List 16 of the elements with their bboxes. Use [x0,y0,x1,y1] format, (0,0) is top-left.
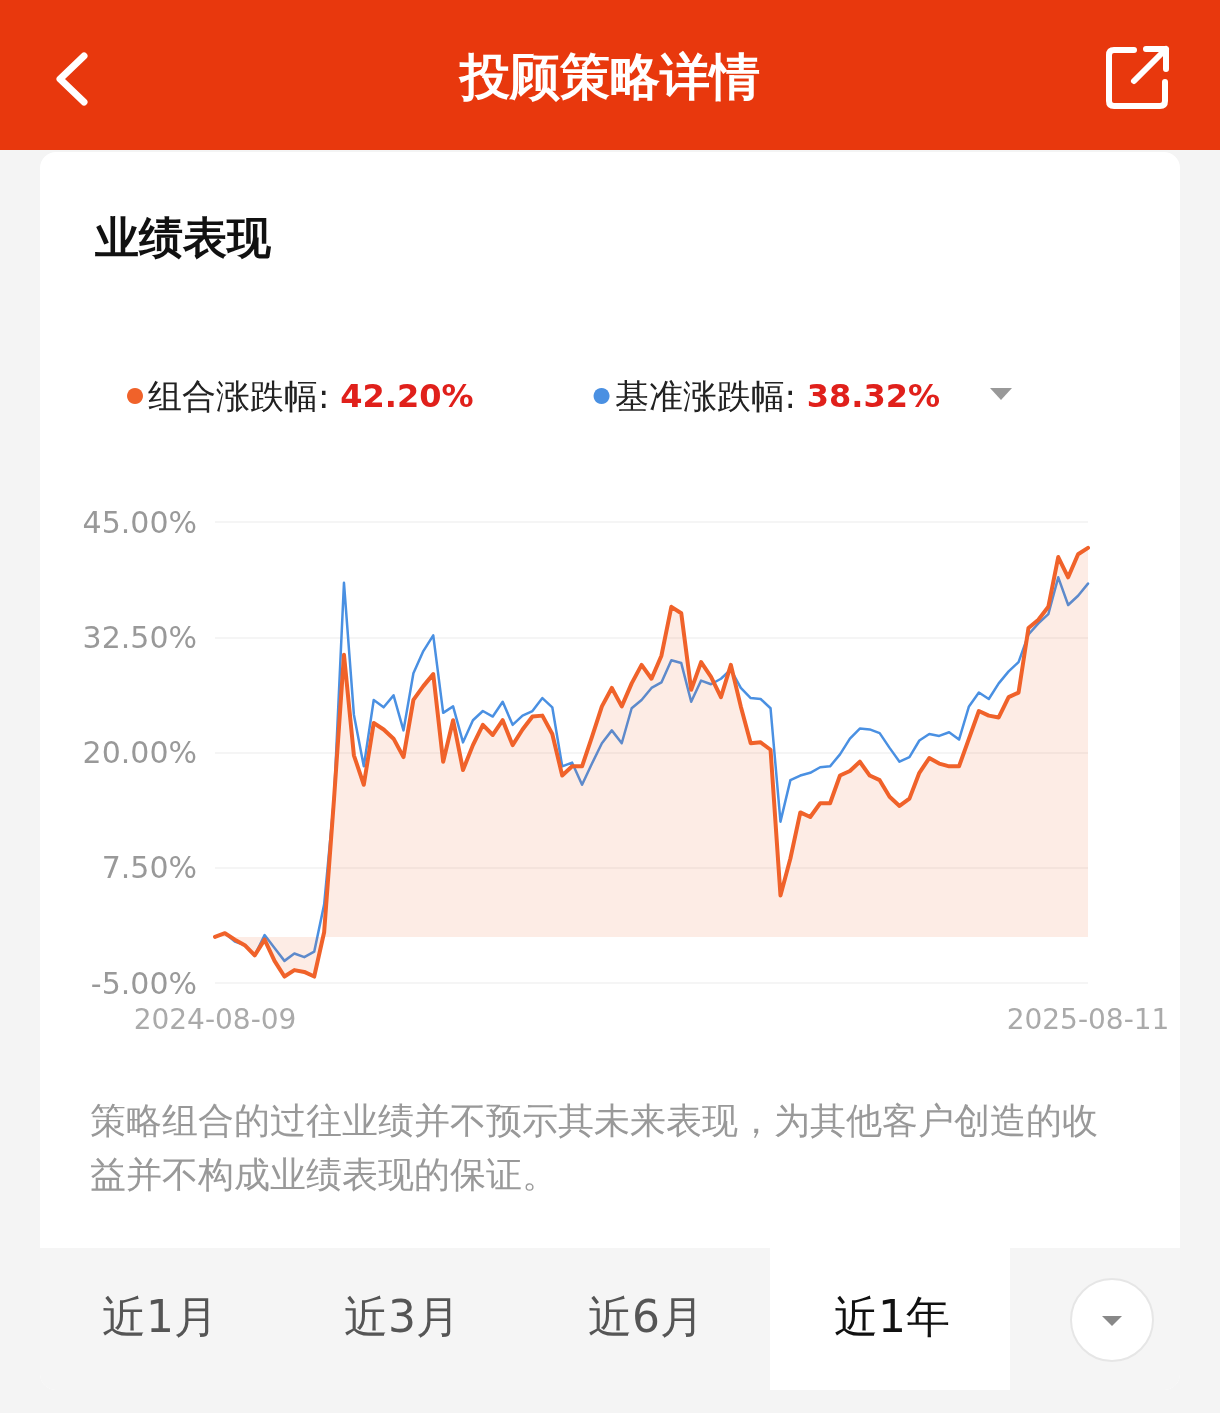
text: 近6月 [587,1290,705,1344]
legend-label: 基准涨跌幅: 38.32% [614,376,941,416]
y-tick-label: -5.00% [90,965,197,1001]
text: 近3月 [343,1290,461,1344]
text: 近1年 [833,1290,951,1344]
chart-title: 业绩表现 [95,211,272,263]
y-tick-label: 32.50% [82,619,197,655]
text: 策略组合的过往业绩并不预示其未来表现，为其他客户创造的收益并不构成业绩表现的保证。 [90,1099,1099,1197]
legend-label: 组合涨跌幅: 42.20% [148,376,474,416]
y-tick-label: 45.00% [82,504,197,540]
text: 投顾策略详情 [457,47,761,108]
x-tick-label: 2025-08-11 [1006,1002,1170,1036]
y-tick-label: 20.00% [82,735,197,770]
y-tick-label: 7.50% [101,850,197,886]
x-tick-label: 2024-08-09 [133,1002,297,1036]
text: 近1月 [101,1290,219,1344]
